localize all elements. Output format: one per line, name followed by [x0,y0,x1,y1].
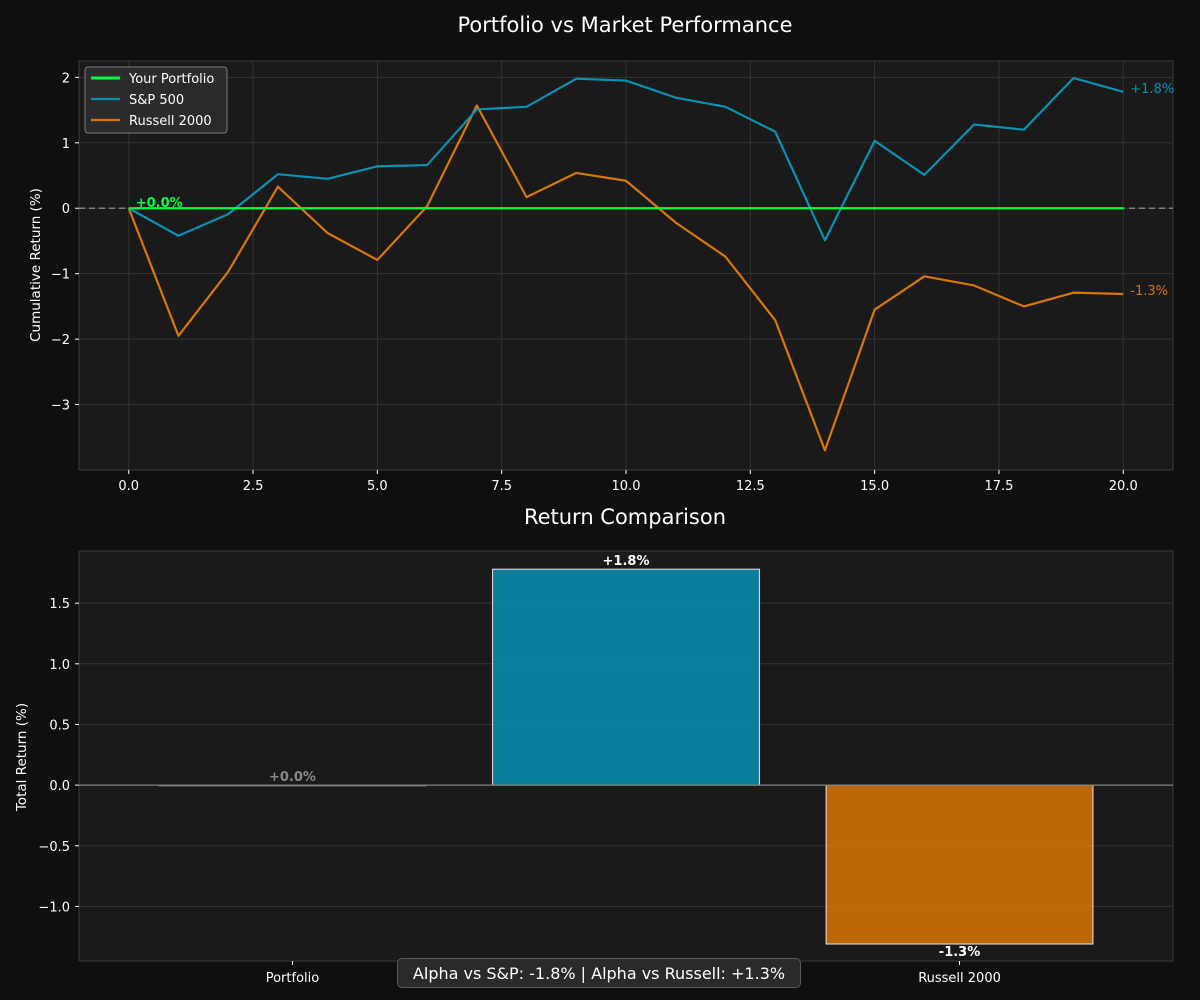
line-chart-series [127,76,1124,452]
legend-label-s-p-500: S&P 500 [129,93,184,108]
value-label-russell-2000: -1.3% [939,945,980,960]
series-line-russell-2000 [127,104,1124,452]
line-chart-y-axis-label: Cumulative Return (%) [28,188,44,342]
legend-box [84,66,228,134]
x-tick-label: 10.0 [612,479,641,494]
y-tick-label: 2 [62,71,70,86]
x-tick-label: 15.0 [860,479,889,494]
x-tick-label-portfolio: Portfolio [266,971,320,986]
y-tick-label: 0 [62,202,70,217]
y-tick-label: 1.5 [49,597,70,612]
y-tick-label: −0.5 [38,840,70,855]
legend-label-russell-2000: Russell 2000 [129,114,212,129]
value-label-s-p-500: +1.8% [603,554,650,569]
y-tick-label: 0.0 [49,779,70,794]
x-tick-label: 7.5 [491,479,512,494]
line-chart-x-ticks: 0.0 2.5 5.0 7.5 10.0 12.5 15.0 17.5 20.0 [118,470,1138,494]
legend-label-your-portfolio: Your Portfolio [128,72,214,87]
value-label-portfolio: +0.0% [269,770,316,785]
bar-chart-bars [158,568,1094,945]
line-chart-end-labels: +0.0% +1.8% -1.3% [136,82,1174,299]
x-tick-label-russell-2000: Russell 2000 [918,971,1001,986]
series-line-s-p-500 [128,76,1124,242]
line-chart-y-ticks: −3 −2 −1 0 1 2 [51,71,79,414]
x-tick-label: 20.0 [1109,479,1138,494]
bar-chart-title: Return Comparison [524,505,726,529]
x-tick-label: 17.5 [984,479,1013,494]
y-tick-label: 0.5 [49,718,70,733]
y-tick-label: −3 [51,399,70,414]
line-chart: Portfolio vs Market Performance +0.0% +1.… [28,13,1174,494]
y-tick-label: −1.0 [38,900,70,915]
bar-chart-y-axis-label: Total Return (%) [14,703,30,812]
line-chart-legend: Your Portfolio S&P 500 Russell 2000 [84,66,228,134]
y-tick-label: −2 [51,333,70,348]
y-tick-label: 1 [62,137,70,152]
bar-chart-value-labels: +0.0% +1.8% -1.3% [269,554,980,960]
bar-chart-y-ticks: −1.0 −0.5 0.0 0.5 1.0 1.5 [38,597,79,915]
bar-s-p-500 [492,568,760,786]
line-chart-title: Portfolio vs Market Performance [457,13,792,37]
end-label-russell-2000: -1.3% [1130,284,1168,299]
y-tick-label: 1.0 [49,658,70,673]
y-tick-label: −1 [51,268,70,283]
end-label-your-portfolio: +0.0% [136,196,183,211]
x-tick-label: 12.5 [736,479,765,494]
bar-chart: Return Comparison +0.0% +1.8% -1.3% Portfo… [14,505,1174,986]
x-tick-label: 5.0 [367,479,388,494]
alpha-summary-text: Alpha vs S&P: -1.8% | Alpha vs Russell: … [412,964,786,983]
alpha-summary-box: Alpha vs S&P: -1.8% | Alpha vs Russell: … [397,958,801,988]
bar-russell-2000 [825,784,1094,945]
x-tick-label: 0.0 [118,479,139,494]
end-label-s-p-500: +1.8% [1130,82,1174,97]
x-tick-label: 2.5 [243,479,264,494]
